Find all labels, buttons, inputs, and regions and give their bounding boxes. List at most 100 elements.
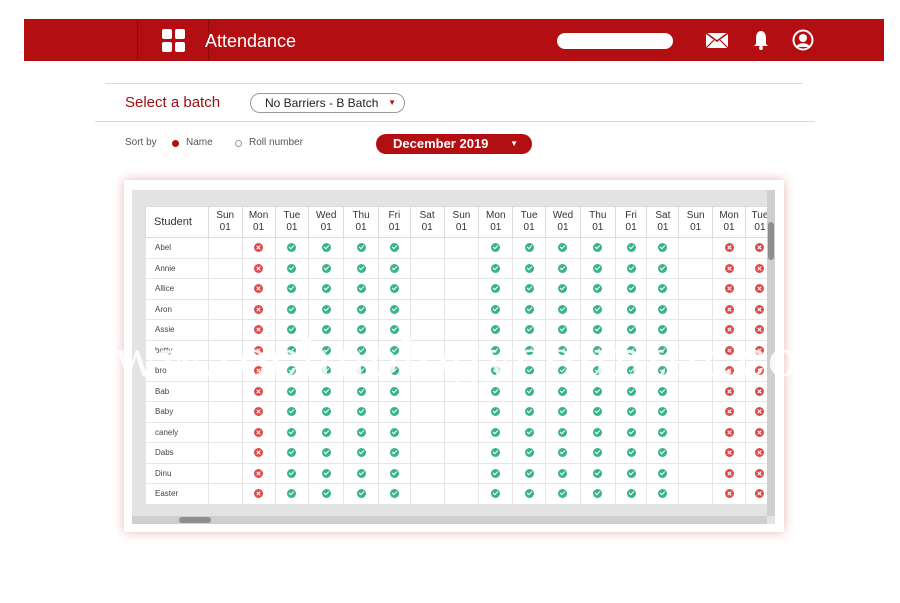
attendance-cell[interactable] [409,257,445,279]
attendance-cell[interactable] [545,442,581,464]
attendance-cell[interactable] [614,278,648,300]
attendance-cell[interactable] [241,298,276,320]
attendance-cell[interactable] [207,257,243,279]
attendance-cell[interactable] [478,462,514,484]
sort-name-radio[interactable] [172,140,179,147]
attendance-cell[interactable] [512,278,547,300]
attendance-cell[interactable] [343,483,379,505]
attendance-cell[interactable] [377,298,411,320]
attendance-cell[interactable] [274,237,310,259]
attendance-cell[interactable] [646,462,680,484]
bell-icon[interactable] [751,29,771,51]
sort-roll-radio[interactable] [235,140,242,147]
attendance-cell[interactable] [308,257,345,279]
attendance-cell[interactable] [712,401,746,423]
attendance-cell[interactable] [678,442,714,464]
attendance-cell[interactable] [545,298,581,320]
attendance-cell[interactable] [308,483,345,505]
attendance-cell[interactable] [646,278,680,300]
attendance-cell[interactable] [207,421,243,443]
attendance-cell[interactable] [678,237,714,259]
attendance-cell[interactable] [343,401,379,423]
attendance-cell[interactable] [241,278,276,300]
attendance-cell[interactable] [343,298,379,320]
attendance-cell[interactable] [579,278,616,300]
attendance-cell[interactable] [512,442,547,464]
attendance-cell[interactable] [712,442,746,464]
attendance-cell[interactable] [545,237,581,259]
attendance-cell[interactable] [409,442,445,464]
attendance-cell[interactable] [712,237,746,259]
attendance-cell[interactable] [478,401,514,423]
attendance-cell[interactable] [409,462,445,484]
attendance-cell[interactable] [478,421,514,443]
attendance-cell[interactable] [443,237,480,259]
attendance-cell[interactable] [579,401,616,423]
attendance-cell[interactable] [377,278,411,300]
attendance-cell[interactable] [409,278,445,300]
sort-roll-label[interactable]: Roll number [249,137,303,148]
attendance-cell[interactable] [377,462,411,484]
attendance-cell[interactable] [308,462,345,484]
attendance-cell[interactable] [579,442,616,464]
attendance-cell[interactable] [579,257,616,279]
attendance-cell[interactable] [646,401,680,423]
attendance-cell[interactable] [207,298,243,320]
attendance-cell[interactable] [478,278,514,300]
horizontal-scrollbar[interactable] [132,516,767,524]
attendance-cell[interactable] [207,237,243,259]
attendance-cell[interactable] [343,462,379,484]
attendance-cell[interactable] [614,483,648,505]
attendance-cell[interactable] [478,442,514,464]
attendance-cell[interactable] [207,442,243,464]
attendance-cell[interactable] [308,278,345,300]
attendance-cell[interactable] [579,462,616,484]
attendance-cell[interactable] [274,298,310,320]
attendance-cell[interactable] [678,401,714,423]
attendance-cell[interactable] [241,401,276,423]
search-input[interactable] [557,33,673,49]
attendance-cell[interactable] [545,360,581,382]
attendance-cell[interactable] [241,257,276,279]
attendance-cell[interactable] [712,278,746,300]
attendance-cell[interactable] [409,421,445,443]
attendance-cell[interactable] [443,421,480,443]
scroll-thumb[interactable] [179,517,211,523]
attendance-cell[interactable] [712,462,746,484]
attendance-cell[interactable] [274,401,310,423]
attendance-cell[interactable] [678,421,714,443]
grid-menu-button[interactable] [137,19,209,61]
attendance-cell[interactable] [241,462,276,484]
attendance-cell[interactable] [343,257,379,279]
attendance-cell[interactable] [512,462,547,484]
attendance-cell[interactable] [409,298,445,320]
attendance-cell[interactable] [545,462,581,484]
attendance-cell[interactable] [377,442,411,464]
attendance-cell[interactable] [308,298,345,320]
attendance-cell[interactable] [545,421,581,443]
attendance-cell[interactable] [274,257,310,279]
attendance-cell[interactable] [443,257,480,279]
attendance-cell[interactable] [409,401,445,423]
attendance-cell[interactable] [443,298,480,320]
attendance-cell[interactable] [478,298,514,320]
attendance-cell[interactable] [409,237,445,259]
attendance-cell[interactable] [377,483,411,505]
attendance-cell[interactable] [512,483,547,505]
attendance-cell[interactable] [512,237,547,259]
attendance-cell[interactable] [274,483,310,505]
sort-name-label[interactable]: Name [186,137,213,148]
attendance-cell[interactable] [614,462,648,484]
attendance-cell[interactable] [409,483,445,505]
attendance-cell[interactable] [478,483,514,505]
attendance-cell[interactable] [443,483,480,505]
vertical-scrollbar[interactable] [767,190,775,516]
attendance-cell[interactable] [512,401,547,423]
attendance-cell[interactable] [377,237,411,259]
attendance-cell[interactable] [646,483,680,505]
attendance-cell[interactable] [207,483,243,505]
attendance-cell[interactable] [614,442,648,464]
attendance-cell[interactable] [678,278,714,300]
attendance-cell[interactable] [614,257,648,279]
attendance-cell[interactable] [545,257,581,279]
